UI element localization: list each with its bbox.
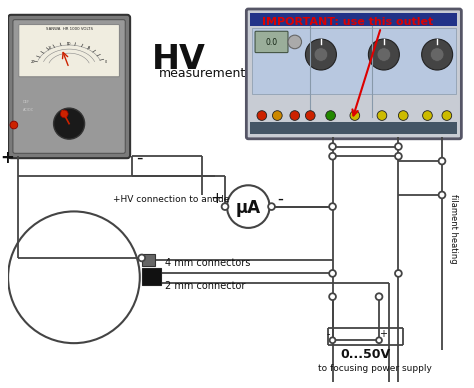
Circle shape	[438, 192, 446, 198]
FancyBboxPatch shape	[246, 9, 461, 139]
Circle shape	[368, 39, 400, 70]
Text: 0: 0	[104, 60, 107, 64]
Circle shape	[8, 211, 140, 343]
Text: HV: HV	[151, 43, 205, 76]
Circle shape	[375, 293, 383, 300]
Text: -: -	[277, 190, 283, 208]
Circle shape	[377, 111, 387, 120]
Text: 5: 5	[87, 45, 90, 50]
Text: +HV connection to anode: +HV connection to anode	[113, 195, 229, 204]
Text: 20: 20	[30, 60, 35, 64]
Text: IMPORTANT: use this outlet: IMPORTANT: use this outlet	[262, 17, 433, 27]
Circle shape	[314, 48, 328, 61]
Circle shape	[222, 203, 228, 210]
Circle shape	[329, 293, 336, 300]
Bar	[142, 254, 155, 266]
Circle shape	[399, 111, 408, 120]
Text: +: +	[379, 329, 387, 340]
Text: μA: μA	[236, 199, 261, 217]
Text: 15: 15	[47, 45, 52, 50]
Circle shape	[305, 111, 315, 120]
Circle shape	[395, 153, 402, 159]
Circle shape	[326, 111, 336, 120]
Circle shape	[60, 110, 68, 118]
Circle shape	[227, 185, 270, 228]
Text: SANWA  HR 1000 VOLTS: SANWA HR 1000 VOLTS	[46, 27, 92, 31]
Text: +: +	[210, 191, 223, 206]
Circle shape	[10, 121, 18, 129]
Circle shape	[138, 255, 145, 261]
Circle shape	[376, 337, 382, 343]
Text: 0.0: 0.0	[265, 38, 278, 47]
Text: filament heating: filament heating	[449, 194, 458, 264]
Circle shape	[350, 111, 360, 120]
Circle shape	[438, 158, 446, 165]
Text: AC/DC: AC/DC	[23, 108, 34, 112]
Circle shape	[395, 143, 402, 150]
Circle shape	[329, 337, 336, 343]
FancyBboxPatch shape	[252, 28, 456, 94]
Text: 2 mm connector: 2 mm connector	[165, 281, 246, 291]
Circle shape	[329, 203, 336, 210]
Circle shape	[305, 39, 337, 70]
Text: measurement: measurement	[159, 67, 246, 80]
Circle shape	[377, 48, 391, 61]
Circle shape	[329, 153, 336, 159]
FancyBboxPatch shape	[250, 13, 457, 26]
Circle shape	[257, 111, 267, 120]
Text: 10: 10	[67, 42, 72, 46]
Circle shape	[329, 143, 336, 150]
Text: -: -	[136, 149, 142, 167]
Circle shape	[423, 111, 432, 120]
Circle shape	[422, 39, 453, 70]
Circle shape	[442, 111, 452, 120]
Circle shape	[329, 270, 336, 277]
Circle shape	[288, 35, 301, 49]
Text: 4 mm connectors: 4 mm connectors	[165, 258, 250, 268]
Text: +: +	[0, 149, 14, 167]
FancyBboxPatch shape	[13, 20, 125, 153]
Circle shape	[54, 108, 84, 139]
FancyBboxPatch shape	[250, 122, 457, 134]
Text: DEF: DEF	[23, 100, 29, 104]
FancyBboxPatch shape	[8, 15, 130, 158]
Text: to focusing power supply: to focusing power supply	[318, 364, 432, 373]
FancyBboxPatch shape	[19, 24, 119, 77]
Circle shape	[268, 203, 275, 210]
FancyBboxPatch shape	[255, 31, 288, 53]
Circle shape	[273, 111, 282, 120]
Text: -: -	[327, 329, 330, 340]
Circle shape	[430, 48, 444, 61]
Circle shape	[290, 111, 300, 120]
Text: 0...50V: 0...50V	[340, 348, 391, 361]
Bar	[142, 268, 161, 285]
Circle shape	[395, 270, 402, 277]
